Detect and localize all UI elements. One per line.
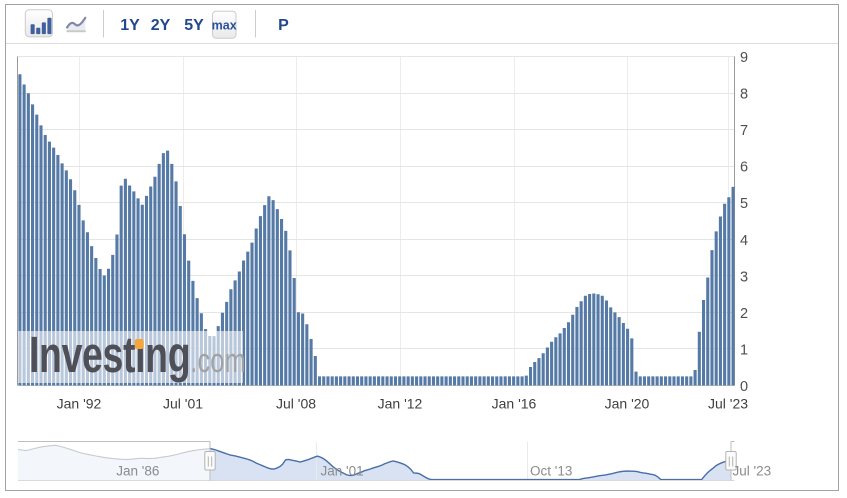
svg-text:3: 3 <box>740 269 748 285</box>
svg-text:Jan '12: Jan '12 <box>378 396 423 412</box>
svg-text:Jan '16: Jan '16 <box>492 396 537 412</box>
svg-text:Jul '23: Jul '23 <box>733 463 772 478</box>
svg-text:9: 9 <box>740 50 748 66</box>
svg-text:Jan '92: Jan '92 <box>57 396 102 412</box>
svg-text:P: P <box>278 17 289 34</box>
svg-text:Jan '20: Jan '20 <box>605 396 650 412</box>
svg-text:8: 8 <box>740 87 748 103</box>
svg-text:0: 0 <box>740 379 748 395</box>
svg-text:Jan '86: Jan '86 <box>116 463 159 478</box>
svg-text:max: max <box>212 19 237 33</box>
svg-text:7: 7 <box>740 123 748 139</box>
svg-text:Jul '01: Jul '01 <box>163 396 203 412</box>
svg-text:Oct '13: Oct '13 <box>530 463 572 478</box>
svg-text:5: 5 <box>740 196 748 212</box>
svg-text:1Y: 1Y <box>120 17 140 34</box>
svg-text:Jul '08: Jul '08 <box>276 396 316 412</box>
svg-text:5Y: 5Y <box>184 17 204 34</box>
svg-text:1: 1 <box>740 342 748 358</box>
svg-text:Jan '01: Jan '01 <box>321 463 364 478</box>
svg-text:2: 2 <box>740 306 748 322</box>
svg-text:2Y: 2Y <box>151 17 171 34</box>
svg-text:4: 4 <box>740 233 748 249</box>
svg-text:6: 6 <box>740 160 748 176</box>
svg-text:Jul '23: Jul '23 <box>708 396 748 412</box>
